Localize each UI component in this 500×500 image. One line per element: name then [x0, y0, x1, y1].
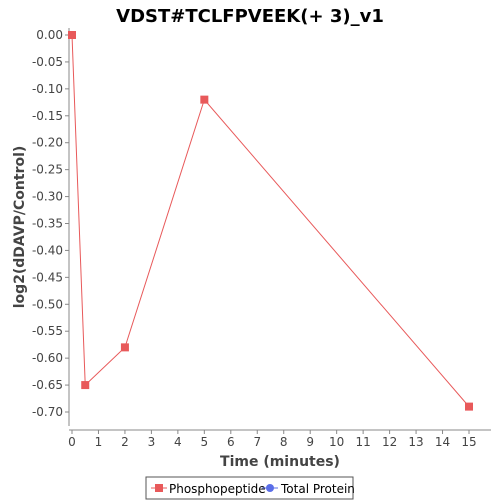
data-point: [200, 95, 209, 104]
y-tick-label: -0.60: [32, 351, 63, 365]
y-tick-label: -0.05: [32, 55, 63, 69]
y-tick-label: 0.00: [36, 28, 63, 42]
legend-marker-total-protein: [266, 484, 274, 492]
plot-frame: [69, 28, 491, 426]
chart-title: VDST#TCLFPVEEK(+ 3)_v1: [116, 6, 384, 27]
x-tick-label: 14: [435, 435, 450, 449]
x-tick-label: 12: [382, 435, 397, 449]
x-ticks: 0 1 2 3 4 5 6 7 8 9 10 11 12 13 14 15: [68, 430, 477, 449]
y-tick-label: -0.10: [32, 82, 63, 96]
x-tick-label: 2: [121, 435, 129, 449]
legend-frame: [145, 476, 354, 500]
x-axis-label: Time (minutes): [220, 454, 340, 470]
y-ticks: 0.00 -0.05 -0.10 -0.15 -0.20 -0.25 -0.30 -0.35 -…: [32, 28, 69, 419]
x-tick-label: 7: [253, 435, 261, 449]
y-tick-label: -0.70: [32, 405, 63, 419]
data-point: [68, 31, 76, 39]
series-layer: [68, 31, 473, 411]
y-tick-label: -0.40: [32, 243, 63, 257]
y-tick-label: -0.20: [32, 136, 63, 150]
x-tick-label: 4: [174, 435, 182, 449]
y-tick-label: -0.25: [32, 163, 63, 177]
y-tick-label: -0.35: [32, 217, 63, 231]
y-tick-label: -0.65: [32, 378, 63, 392]
y-tick-label: -0.30: [32, 190, 63, 204]
legend-marker-phosphopeptide: [155, 484, 163, 492]
legend-label-phosphopeptide: Phosphopeptide: [169, 482, 266, 496]
x-tick-label: 6: [227, 435, 235, 449]
plot-area: [68, 28, 491, 431]
y-tick-label: -0.15: [32, 109, 63, 123]
x-tick-label: 3: [148, 435, 156, 449]
x-tick-label: 8: [280, 435, 288, 449]
x-tick-label: 5: [201, 435, 209, 449]
y-tick-label: -0.50: [32, 297, 63, 311]
y-axis-label: log2(dDAVP/Control): [12, 146, 28, 309]
x-tick-label: 9: [306, 435, 314, 449]
x-tick-label: 15: [461, 435, 476, 449]
y-tick-label: -0.55: [32, 324, 63, 338]
x-tick-label: 13: [408, 435, 423, 449]
legend-label-total-protein: Total Protein: [280, 482, 355, 496]
x-tick-label: 11: [355, 435, 370, 449]
data-point: [465, 402, 473, 411]
x-tick-label: 1: [95, 435, 103, 449]
data-point: [81, 381, 90, 390]
x-tick-label: 0: [68, 435, 76, 449]
data-point: [120, 343, 129, 352]
y-tick-label: -0.45: [32, 270, 63, 284]
x-tick-label: 10: [329, 435, 344, 449]
legend: Phosphopeptide Total Protein: [145, 476, 355, 500]
